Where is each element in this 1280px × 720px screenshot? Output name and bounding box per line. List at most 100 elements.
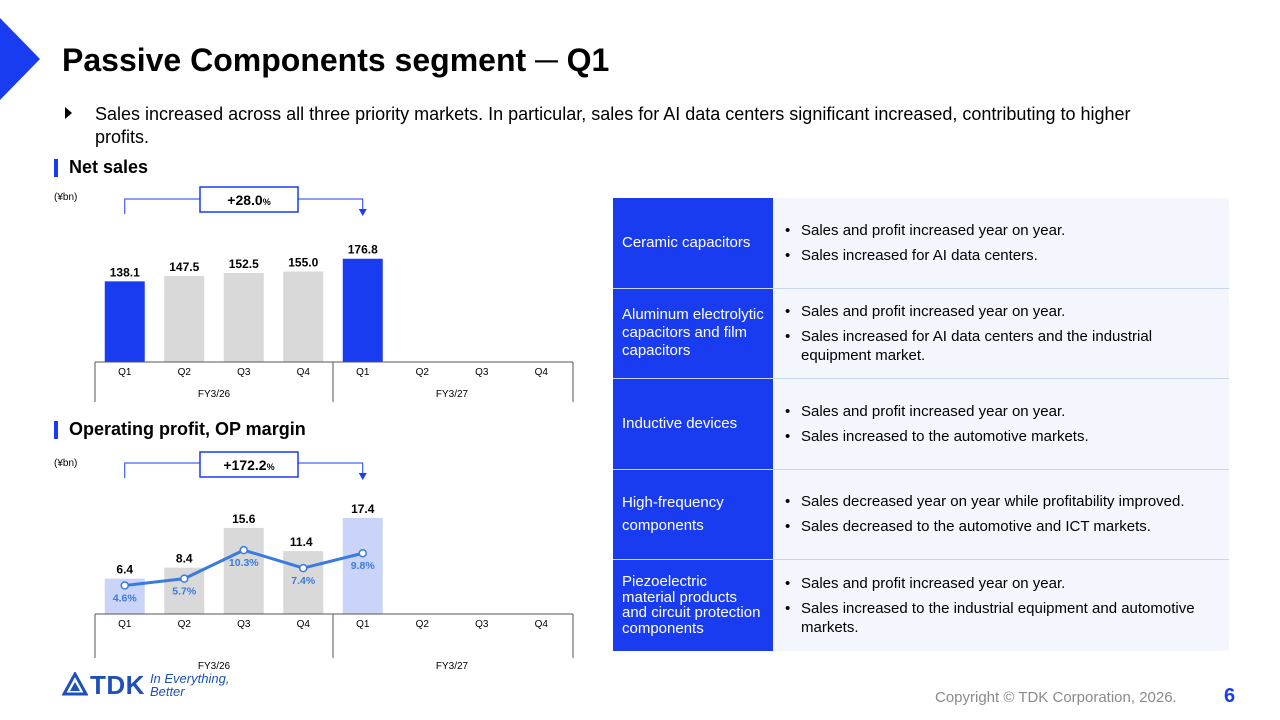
table-category: High-frequency components: [613, 469, 773, 559]
net-sales-unit: (¥bn): [54, 192, 77, 203]
page-title: Passive Components segment ─ Q1: [62, 42, 610, 78]
sales-category-label: Q1: [118, 367, 132, 378]
section-bar-icon: [54, 158, 58, 177]
segment-table: Ceramic capacitors Sales and profit incr…: [613, 198, 1229, 651]
net-sales-growth-label: +28.0%: [227, 192, 270, 208]
table-category: Ceramic capacitors: [613, 198, 773, 288]
op-margin-point: [239, 545, 248, 555]
sales-data-label: 155.0: [288, 255, 318, 269]
op-data-label: 11.4: [290, 535, 313, 549]
op-category-label: Q3: [475, 619, 489, 630]
op-data-label: 6.4: [116, 563, 133, 577]
op-category-label: Q4: [297, 619, 311, 630]
sales-bar: [223, 272, 264, 362]
copyright-text: Copyright © TDK Corporation, 2026.: [935, 689, 1177, 706]
table-row: Inductive devices Sales and profit incre…: [613, 379, 1229, 470]
sales-category-label: Q1: [356, 367, 370, 378]
sales-data-label: 138.1: [110, 265, 140, 279]
op-category-label: Q4: [535, 619, 549, 630]
op-data-label: 8.4: [176, 552, 193, 566]
table-description: Sales and profit increased year on year.…: [773, 198, 1229, 288]
table-point: Sales and profit increased year on year.: [785, 574, 1217, 593]
op-bracket-arrow-icon: [358, 473, 367, 480]
table-point: Sales increased for AI data centers and …: [785, 327, 1217, 365]
sales-bar: [104, 281, 145, 362]
op-profit-unit: (¥bn): [54, 458, 77, 469]
tdk-wordmark: TDK: [90, 670, 145, 700]
op-margin-point: [120, 581, 129, 590]
table-row: Aluminum electrolytic capacitors and fil…: [613, 288, 1229, 379]
op-bar: [223, 527, 264, 614]
op-margin-point: [299, 563, 308, 573]
op-margin-point: [358, 548, 367, 558]
corner-accent-triangle: [0, 18, 40, 100]
table-row: Ceramic capacitors Sales and profit incr…: [613, 198, 1229, 289]
section-bar-icon: [54, 420, 58, 439]
table-description: Sales and profit increased year on year.…: [773, 560, 1229, 651]
table-point: Sales increased to the industrial equipm…: [785, 599, 1217, 637]
op-margin-label: 7.4%: [291, 575, 316, 587]
op-margin-label: 4.6%: [113, 592, 138, 604]
net-sales-chart-svg: (¥bn) +28.0% 138.1 147.5 152.5 155.0 176.8 Q1…: [54, 186, 574, 402]
table-point: Sales decreased year on year while profi…: [785, 492, 1217, 511]
tdk-logo-mark-icon: [62, 672, 88, 696]
op-margin-label: 5.7%: [172, 586, 197, 598]
net-sales-heading-label: Net sales: [69, 157, 149, 177]
sales-category-label: Q2: [416, 367, 430, 378]
sales-data-label: 147.5: [169, 260, 199, 274]
sales-bracket-left: [124, 198, 200, 214]
op-bar: [283, 551, 324, 614]
table-description: Sales and profit increased year on year.…: [773, 379, 1229, 469]
table-point: Sales and profit increased year on year.: [785, 221, 1217, 240]
sales-category-label: Q4: [297, 367, 311, 378]
op-bracket-left: [124, 462, 200, 478]
op-category-label: Q2: [178, 619, 192, 630]
op-group-label: FY3/27: [436, 661, 469, 672]
op-margin-label: 9.8%: [351, 560, 376, 572]
tdk-logo: TDK In Everything, Better: [62, 672, 229, 698]
op-bar: [342, 517, 383, 614]
table-point: Sales increased to the automotive market…: [785, 427, 1217, 446]
table-description: Sales decreased year on year while profi…: [773, 469, 1229, 559]
table-point: Sales and profit increased year on year.: [785, 302, 1217, 321]
table-point: Sales increased for AI data centers.: [785, 246, 1217, 265]
table-point: Sales and profit increased year on year.: [785, 402, 1217, 421]
table-row: High-frequency components Sales decrease…: [613, 469, 1229, 560]
sales-bracket-arrow-icon: [358, 209, 367, 216]
op-data-label: 17.4: [351, 502, 375, 516]
table-category: Inductive devices: [613, 379, 773, 469]
op-margin-point: [180, 574, 189, 583]
lead-text: Sales increased across all three priorit…: [95, 104, 1131, 147]
sales-data-label: 152.5: [229, 257, 259, 271]
table-description: Sales and profit increased year on year.…: [773, 288, 1229, 378]
op-profit-growth-label: +172.2%: [223, 457, 274, 473]
sales-bracket-right: [298, 198, 364, 209]
op-group-label: FY3/26: [198, 661, 231, 672]
table-row: Piezoelectric material products and circ…: [613, 560, 1229, 651]
op-data-label: 15.6: [232, 512, 256, 526]
sales-category-label: Q2: [178, 367, 192, 378]
op-profit-heading: Operating profit, OP margin: [54, 419, 306, 440]
sales-bar: [283, 271, 324, 362]
sales-group-label: FY3/27: [436, 389, 469, 400]
table-category: Aluminum electrolytic capacitors and fil…: [613, 288, 773, 378]
net-sales-heading: Net sales: [54, 157, 148, 178]
op-category-label: Q1: [118, 619, 132, 630]
table-point: Sales decreased to the automotive and IC…: [785, 517, 1217, 536]
net-sales-chart: (¥bn) +28.0% 138.1 147.5 152.5 155.0 176.8 Q1…: [50, 180, 590, 405]
op-category-label: Q3: [237, 619, 251, 630]
sales-category-label: Q4: [535, 367, 549, 378]
op-category-label: Q1: [356, 619, 370, 630]
op-profit-chart: (¥bn) +172.2% 6.4 8.4 15.6 11.4 17.4 4.6% 5.7%…: [50, 446, 590, 676]
op-profit-heading-label: Operating profit, OP margin: [69, 419, 306, 439]
sales-category-label: Q3: [237, 367, 251, 378]
sales-data-label: 176.8: [348, 243, 378, 257]
sales-bar: [164, 275, 205, 362]
op-category-label: Q2: [416, 619, 430, 630]
op-profit-chart-svg: (¥bn) +172.2% 6.4 8.4 15.6 11.4 17.4 4.6% 5.7%…: [54, 451, 574, 672]
table-category: Piezoelectric material products and circ…: [613, 560, 773, 651]
op-profit-growth-box: [199, 451, 299, 478]
bullet-arrow-icon: [65, 107, 72, 119]
tdk-tagline: In Everything, Better: [149, 671, 230, 699]
op-margin-label: 10.3%: [229, 557, 259, 569]
